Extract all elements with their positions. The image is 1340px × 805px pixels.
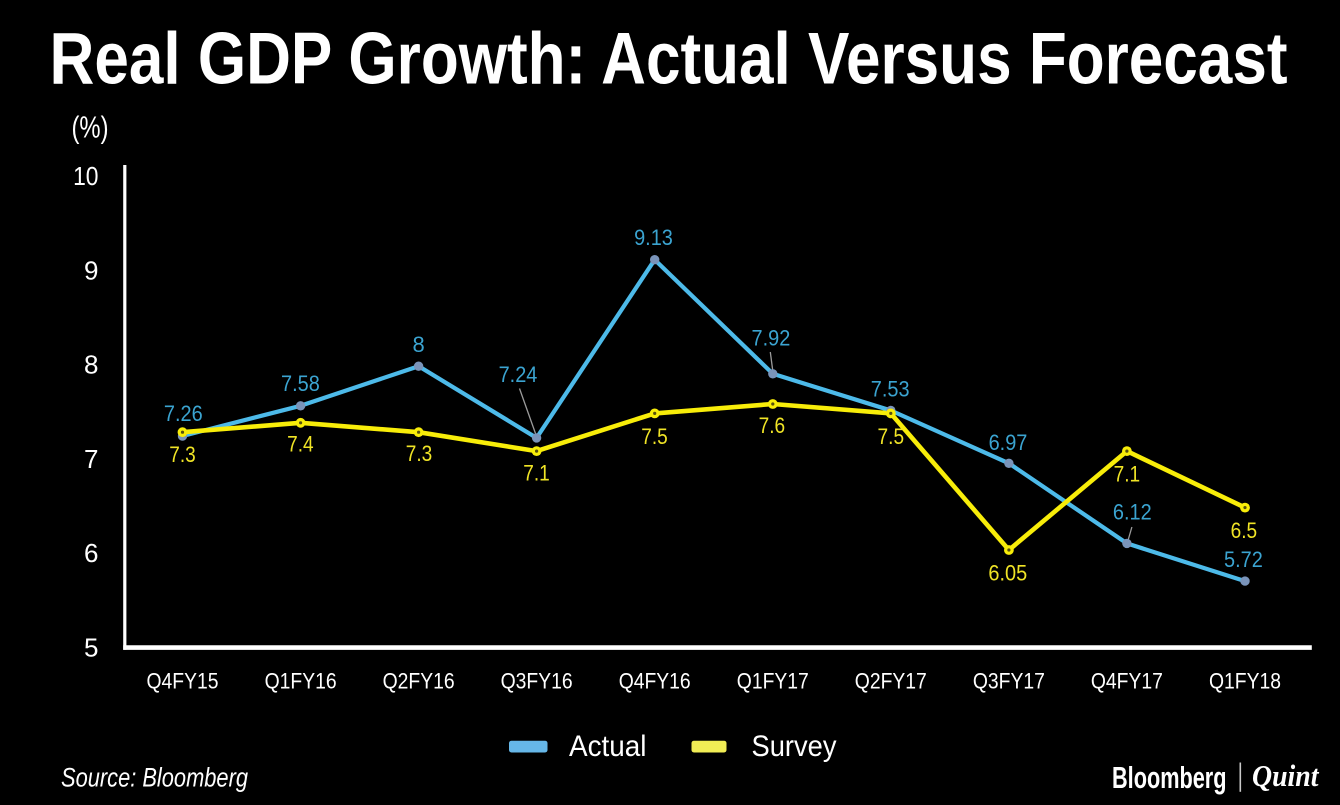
svg-text:Actual: Actual xyxy=(569,730,647,763)
svg-text:6: 6 xyxy=(84,538,98,568)
svg-text:7: 7 xyxy=(84,444,98,474)
svg-text:6.5: 6.5 xyxy=(1231,518,1258,543)
svg-text:7.92: 7.92 xyxy=(752,325,791,350)
svg-text:7.3: 7.3 xyxy=(406,441,433,466)
svg-text:Real GDP Growth: Actual Versus: Real GDP Growth: Actual Versus Forecast xyxy=(50,19,1288,100)
svg-text:Q4FY15: Q4FY15 xyxy=(147,668,219,693)
svg-text:Q3FY16: Q3FY16 xyxy=(501,668,573,693)
svg-text:Q4FY16: Q4FY16 xyxy=(619,668,691,693)
svg-text:7.58: 7.58 xyxy=(281,371,320,396)
svg-text:9.13: 9.13 xyxy=(634,225,673,250)
svg-text:Source: Bloomberg: Source: Bloomberg xyxy=(61,763,248,793)
svg-text:5: 5 xyxy=(84,632,98,662)
svg-text:8: 8 xyxy=(412,332,424,357)
svg-text:9: 9 xyxy=(84,255,98,285)
svg-text:7.4: 7.4 xyxy=(287,431,314,456)
svg-text:7.3: 7.3 xyxy=(169,442,196,467)
svg-text:Quint: Quint xyxy=(1252,758,1320,793)
svg-text:7.6: 7.6 xyxy=(759,413,786,438)
svg-text:Survey: Survey xyxy=(752,730,837,763)
svg-text:Q1FY17: Q1FY17 xyxy=(737,668,809,693)
svg-text:6.97: 6.97 xyxy=(989,430,1028,455)
svg-text:6.12: 6.12 xyxy=(1113,499,1152,524)
svg-text:(%): (%) xyxy=(72,110,109,145)
svg-text:7.1: 7.1 xyxy=(1114,462,1141,487)
svg-text:7.53: 7.53 xyxy=(871,376,910,401)
svg-text:Q2FY16: Q2FY16 xyxy=(383,668,455,693)
svg-text:7.5: 7.5 xyxy=(878,424,905,449)
svg-text:Bloomberg: Bloomberg xyxy=(1112,760,1227,795)
svg-text:Q3FY17: Q3FY17 xyxy=(973,668,1045,693)
svg-text:Q4FY17: Q4FY17 xyxy=(1091,668,1163,693)
svg-text:Q2FY17: Q2FY17 xyxy=(855,668,927,693)
svg-text:Q1FY16: Q1FY16 xyxy=(265,668,337,693)
svg-text:10: 10 xyxy=(73,161,98,191)
svg-text:Q1FY18: Q1FY18 xyxy=(1209,668,1281,693)
svg-text:7.5: 7.5 xyxy=(641,424,668,449)
svg-text:7.26: 7.26 xyxy=(164,401,203,426)
svg-text:5.72: 5.72 xyxy=(1224,547,1263,572)
svg-text:7.24: 7.24 xyxy=(499,362,538,387)
svg-text:7.1: 7.1 xyxy=(523,460,550,485)
svg-text:6.05: 6.05 xyxy=(988,561,1027,586)
svg-text:8: 8 xyxy=(84,350,98,380)
